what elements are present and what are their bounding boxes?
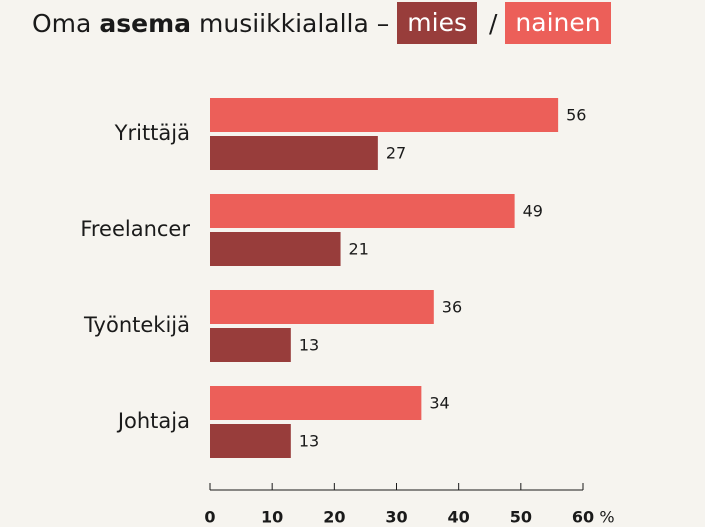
x-tick-label: 50 xyxy=(510,508,532,527)
legend-entry: mies xyxy=(397,2,477,44)
value-label: 49 xyxy=(523,202,543,221)
x-unit: % xyxy=(599,508,614,527)
value-label: 34 xyxy=(429,394,449,413)
value-label: 56 xyxy=(566,106,586,125)
title-text: asema xyxy=(99,8,191,38)
x-tick-label: 0 xyxy=(204,508,215,527)
legend-separator: / xyxy=(488,8,498,38)
value-label: 13 xyxy=(299,336,319,355)
bar xyxy=(210,98,559,132)
bar xyxy=(210,424,291,458)
bar xyxy=(210,328,291,362)
bar xyxy=(210,290,434,324)
category-label: Työntekijä xyxy=(83,313,190,337)
category-label: Freelancer xyxy=(80,217,190,241)
value-label: 36 xyxy=(442,298,462,317)
value-label: 21 xyxy=(349,240,369,259)
x-tick-label: 40 xyxy=(448,508,470,527)
bar xyxy=(210,194,515,228)
x-tick-label: 30 xyxy=(385,508,407,527)
title-text: musiikkialalla – xyxy=(199,8,390,38)
bar xyxy=(210,232,341,266)
x-tick-label: 20 xyxy=(323,508,345,527)
x-tick-label: 60 xyxy=(572,508,594,527)
title-text: Oma xyxy=(32,8,92,38)
category-label: Yrittäjä xyxy=(114,121,190,145)
bar xyxy=(210,386,422,420)
legend-entry: nainen xyxy=(505,2,611,44)
x-tick-label: 10 xyxy=(261,508,283,527)
bar xyxy=(210,136,378,170)
value-label: 27 xyxy=(386,144,406,163)
title: Oma asema musiikkialalla – mies / nainen xyxy=(32,2,623,44)
value-label: 13 xyxy=(299,432,319,451)
category-label: Johtaja xyxy=(116,409,190,433)
